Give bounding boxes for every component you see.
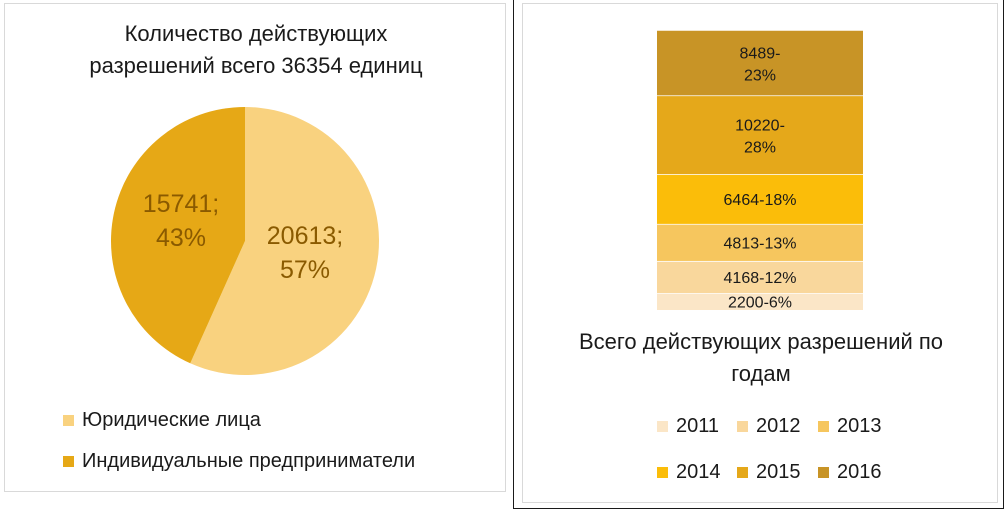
legend-label-entrepreneurs: Индивидуальные предприниматели xyxy=(82,450,416,472)
legend-swatch-2016 xyxy=(818,466,829,478)
legend-item-legal-entities: Юридические лица xyxy=(63,407,261,433)
pie-chart-area: Количество действующих разрешений всего … xyxy=(4,3,506,492)
legend-swatch-2014 xyxy=(657,466,668,478)
pie-slice-entrepreneurs xyxy=(111,107,245,364)
legend-item-2011: 2011 xyxy=(657,413,719,439)
pie-chart-svg: 20613; 57% 15741; 43% xyxy=(111,107,379,376)
bar-segment-label: 8489- xyxy=(740,46,781,63)
bar-segment-label: 28% xyxy=(744,140,776,157)
legend-label-2016: 2016 xyxy=(837,461,882,483)
pie-value-label: 20613; xyxy=(267,222,343,250)
bar-segment-2015 xyxy=(657,95,863,175)
bar-segment-2016 xyxy=(657,30,863,96)
bar-segment-2013 xyxy=(657,223,863,261)
bar-chart-area: 2200-6% 4168-12% 4813-13% 6464-18% 10220- 28%… xyxy=(522,3,998,503)
pie-percent-label: 43% xyxy=(156,224,206,252)
legend-swatch-2011 xyxy=(657,420,668,432)
legend-item-2015: 2015 xyxy=(737,459,801,485)
bar-segment-2011 xyxy=(657,293,863,310)
legend-swatch-2012 xyxy=(737,420,748,432)
pie-title-line-2: разрешений всего 36354 единиц xyxy=(89,53,423,78)
pie-title-line-1: Количество действующих xyxy=(124,21,388,46)
pie-chart-title: Количество действующих разрешений всего … xyxy=(5,18,507,82)
legend-label-legal-entities: Юридические лица xyxy=(82,409,261,431)
bar-segment-label: 4813-13% xyxy=(724,235,797,252)
legend-label-2013: 2013 xyxy=(837,415,882,437)
legend-swatch-2013 xyxy=(818,420,829,432)
pie-chart-panel: Количество действующих разрешений всего … xyxy=(4,3,506,492)
bar-segment-label: 4168-12% xyxy=(724,270,797,287)
legend-label-2012: 2012 xyxy=(756,415,801,437)
stacked-bar-svg: 2200-6% 4168-12% 4813-13% 6464-18% 10220- 28%… xyxy=(657,29,863,312)
legend-label-2014: 2014 xyxy=(676,461,721,483)
legend-item-2014: 2014 xyxy=(657,459,721,485)
bar-segment-2012 xyxy=(657,260,863,294)
legend-swatch-legal-entities xyxy=(63,414,74,426)
bar-segment-label: 2200-6% xyxy=(728,295,792,312)
bar-title-line-2: годам xyxy=(731,361,791,386)
pie-slice-legal-entities xyxy=(190,107,379,376)
legend-label-2011: 2011 xyxy=(676,415,720,437)
legend-label-2015: 2015 xyxy=(756,461,801,483)
legend-item-2013: 2013 xyxy=(818,413,882,439)
pie-value-label: 15741; xyxy=(143,190,219,218)
legend-item-entrepreneurs: Индивидуальные предприниматели xyxy=(63,448,415,474)
bar-chart-title: Всего действующих разрешений по годам xyxy=(523,326,999,390)
legend-swatch-2015 xyxy=(737,466,748,478)
bar-chart-panel: 2200-6% 4168-12% 4813-13% 6464-18% 10220- 28%… xyxy=(513,0,1004,509)
legend-item-2016: 2016 xyxy=(818,459,882,485)
bar-segment-2014 xyxy=(657,174,863,224)
legend-item-2012: 2012 xyxy=(737,413,801,439)
bar-title-line-1: Всего действующих разрешений по xyxy=(578,329,944,354)
bar-segment-label: 10220- xyxy=(735,118,785,135)
pie-percent-label: 57% xyxy=(280,256,330,284)
legend-swatch-entrepreneurs xyxy=(63,455,74,467)
bar-segment-label: 23% xyxy=(744,68,776,85)
bar-segment-label: 6464-18% xyxy=(724,192,797,209)
